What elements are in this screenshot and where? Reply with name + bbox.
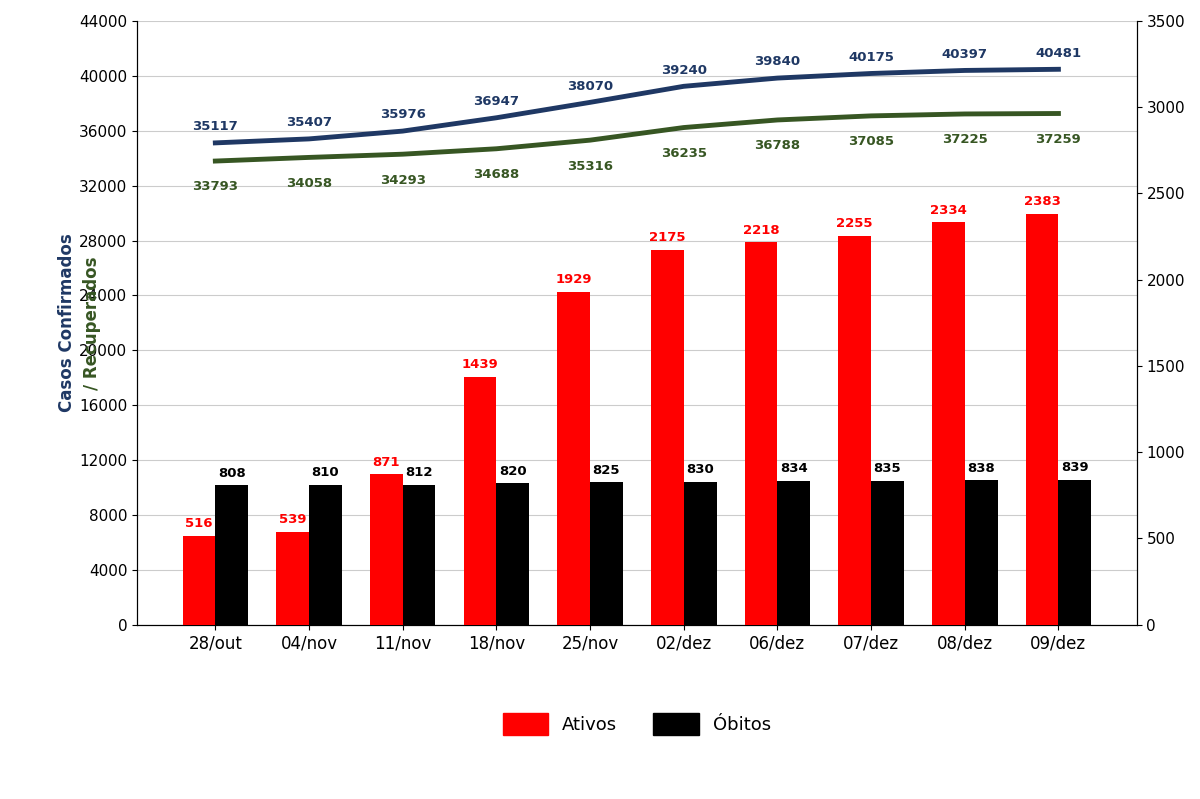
Bar (965, 480, 997, 625)
Bar (745, 242, 778, 625)
Text: 36947: 36947 (473, 95, 520, 108)
Text: 830: 830 (686, 463, 714, 476)
Bar (871, 481, 904, 625)
Text: 38070: 38070 (566, 80, 613, 93)
Text: 34688: 34688 (473, 169, 520, 181)
Bar (276, 532, 310, 625)
Text: Casos Confirmados: Casos Confirmados (58, 233, 76, 412)
Text: 40481: 40481 (1036, 46, 1081, 60)
Bar (463, 376, 497, 625)
Bar (778, 481, 810, 625)
Bar (650, 249, 684, 625)
Text: 37225: 37225 (942, 133, 988, 146)
Text: 37085: 37085 (848, 135, 894, 149)
Text: 37259: 37259 (1036, 133, 1081, 146)
Bar (839, 236, 871, 625)
Text: 35117: 35117 (192, 120, 238, 133)
Text: 36788: 36788 (755, 139, 800, 153)
Text: 812: 812 (406, 466, 433, 479)
Text: 34293: 34293 (379, 173, 426, 187)
Text: 516: 516 (185, 517, 212, 531)
Text: 2218: 2218 (743, 224, 779, 237)
Bar (310, 485, 342, 625)
Text: 36235: 36235 (661, 147, 707, 160)
Text: 33793: 33793 (192, 181, 239, 193)
Text: 810: 810 (312, 467, 340, 479)
Text: 871: 871 (372, 456, 400, 469)
Legend: Ativos, Óbitos: Ativos, Óbitos (496, 706, 779, 742)
Text: 838: 838 (967, 462, 995, 475)
Text: 820: 820 (499, 465, 527, 478)
Text: 40397: 40397 (942, 48, 988, 61)
Text: 2383: 2383 (1024, 195, 1061, 208)
Bar (370, 475, 403, 625)
Bar (497, 483, 529, 625)
Bar (1058, 480, 1091, 625)
Text: 2175: 2175 (649, 231, 685, 244)
Text: 35316: 35316 (568, 160, 613, 173)
Text: 35976: 35976 (379, 109, 426, 121)
Text: 834: 834 (780, 463, 808, 475)
Text: 808: 808 (218, 467, 246, 479)
Bar (403, 485, 436, 625)
Text: 39240: 39240 (661, 64, 707, 77)
Text: 40175: 40175 (848, 51, 894, 64)
Text: 34058: 34058 (286, 177, 332, 190)
Bar (684, 482, 716, 625)
Text: 39840: 39840 (755, 55, 800, 69)
Bar (557, 292, 590, 625)
Bar (182, 535, 215, 625)
Text: 839: 839 (1061, 462, 1088, 475)
Bar (215, 485, 248, 625)
Text: 35407: 35407 (286, 116, 332, 129)
Text: 1439: 1439 (462, 358, 498, 371)
Bar (590, 483, 623, 625)
Bar (1026, 213, 1058, 625)
Bar (932, 222, 965, 625)
Text: 825: 825 (593, 464, 620, 477)
Text: 539: 539 (278, 513, 306, 527)
Text: 2334: 2334 (930, 204, 967, 217)
Text: 1929: 1929 (556, 273, 592, 286)
Text: 2255: 2255 (836, 217, 872, 230)
Text: / Recuperados: / Recuperados (83, 256, 101, 390)
Text: 835: 835 (874, 462, 901, 475)
